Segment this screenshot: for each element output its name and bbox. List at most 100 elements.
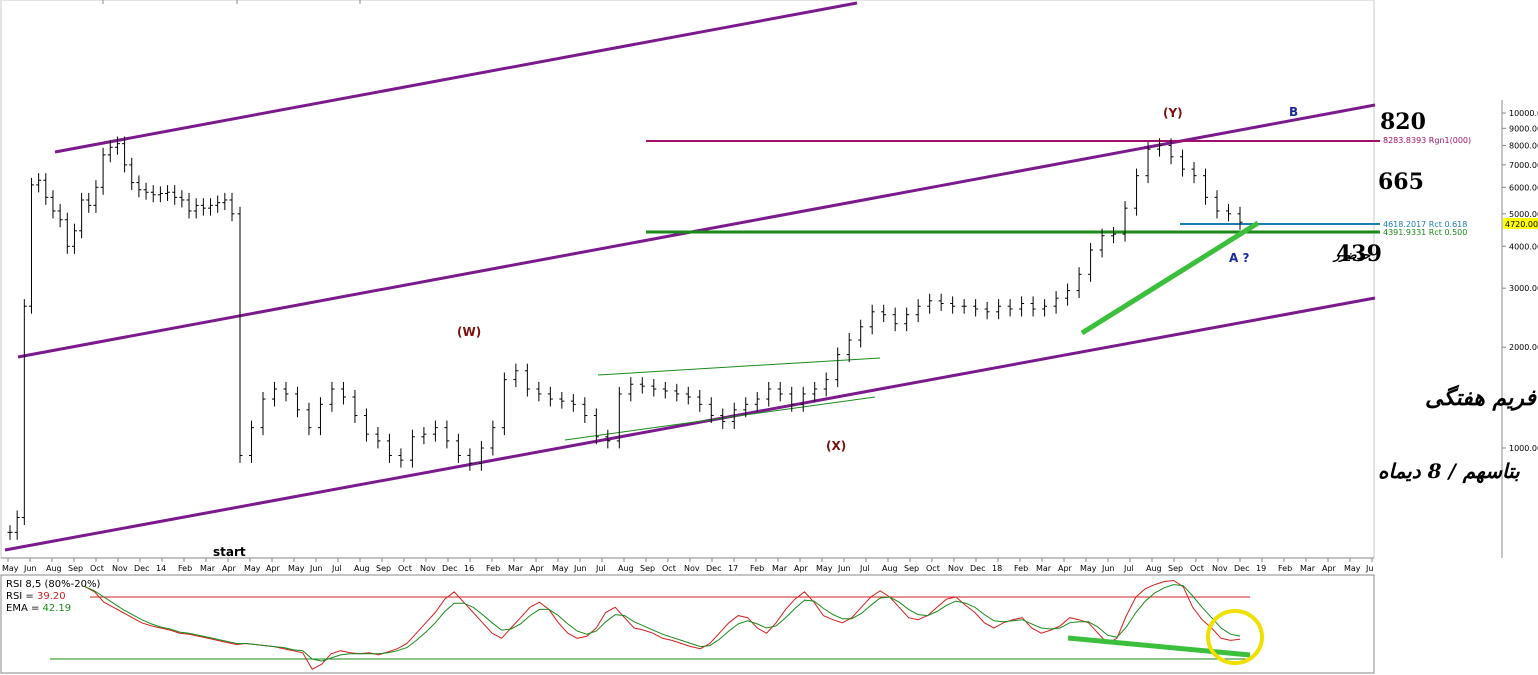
wave-w-label: (W) <box>457 325 481 339</box>
stoploss-439-label: 439 <box>1336 241 1382 267</box>
price-tick-label: 1000.00 <box>1509 444 1538 453</box>
price-axis: 10000.00 9000.00 8000.00 7000.00 6000.00 5000… <box>1502 109 1538 453</box>
date-tick-label: May <box>1080 564 1097 573</box>
date-tick-label: Nov <box>1212 564 1228 573</box>
date-tick-label: Aug <box>1146 564 1162 573</box>
date-tick-label: Sep <box>1168 564 1183 573</box>
date-tick-label: 18 <box>992 564 1002 573</box>
date-tick-label: Nov <box>420 564 436 573</box>
date-tick-label: Jun <box>309 564 323 573</box>
date-tick-label: May <box>1344 564 1361 573</box>
triangle-lower-line <box>564 396 876 441</box>
rsi-text: RSI = <box>6 591 37 602</box>
price-tick-label: 5000.00 <box>1509 210 1538 219</box>
current-price-label: 4720.00 <box>1505 220 1538 229</box>
ema-text: EMA = <box>6 603 43 614</box>
wave-x-label: (X) <box>826 439 846 453</box>
date-tick-label: Apr <box>1058 564 1073 573</box>
rsi-indicator <box>84 579 1241 670</box>
wave-b-label: B <box>1289 105 1298 119</box>
date-tick-label: Dec <box>706 564 721 573</box>
date-tick-label: Mar <box>1036 564 1052 573</box>
date-tick-label: Mar <box>772 564 788 573</box>
rsi-highlight-circle <box>1206 609 1264 665</box>
ema-line <box>84 584 1241 662</box>
date-tick-label: Jun <box>1101 564 1115 573</box>
date-tick-label: Aug <box>882 564 898 573</box>
date-tick-label: Apr <box>530 564 545 573</box>
date-tick-label: Nov <box>684 564 700 573</box>
rsi-value: 39.20 <box>37 591 66 602</box>
date-tick-label: Aug <box>618 564 634 573</box>
date-tick-label: Feb <box>1014 564 1028 573</box>
fib-500-label: 4391.9331 Rct 0.500 <box>1383 228 1467 237</box>
date-tick-label: Feb <box>750 564 764 573</box>
fib-618-label: 4618.2017 Rct 0.618 <box>1383 220 1467 229</box>
current-price-box <box>1503 218 1538 229</box>
date-tick-label: Jul <box>859 564 870 573</box>
wave-y-label: (Y) <box>1163 106 1183 120</box>
date-tick-label: Aug <box>354 564 370 573</box>
date-tick-label: Apr <box>1322 564 1337 573</box>
date-tick-label: May <box>2 564 19 573</box>
date-tick-label: Mar <box>1300 564 1316 573</box>
date-tick-label: Dec <box>442 564 457 573</box>
date-tick-label: Dec <box>134 564 149 573</box>
resistance-level-label: 8283.8393 Rgn1(000) <box>1383 136 1471 145</box>
wave-a-label: A ? <box>1229 251 1249 265</box>
date-tick-label: May <box>288 564 305 573</box>
date-tick-label: Jul <box>331 564 342 573</box>
price-tick-label: 8000.00 <box>1509 141 1538 150</box>
date-axis: May Jun Aug Sep Oct Nov Dec 14 Feb Mar Apr May Apr Ma… <box>2 558 1373 573</box>
date-tick-label: Jun <box>573 564 587 573</box>
price-tick-label: 4000.00 <box>1509 242 1538 251</box>
date-tick-label: Mar <box>200 564 216 573</box>
date-note: بتاسهم / 8 دیماه <box>1378 459 1520 484</box>
date-tick-label: Sep <box>904 564 919 573</box>
price-tick-label: 9000.00 <box>1509 124 1538 133</box>
date-tick-label: Dec <box>1234 564 1249 573</box>
date-tick-label: Apr <box>266 564 281 573</box>
date-tick-label: Aug <box>46 564 62 573</box>
date-tick-label: Oct <box>90 564 104 573</box>
price-tick-label: 3000.00 <box>1509 284 1538 293</box>
ema-value: 42.19 <box>43 603 72 614</box>
date-tick-label: Jul <box>1123 564 1134 573</box>
price-tick-label: 6000.00 <box>1509 183 1538 192</box>
date-tick-label: 17 <box>728 564 738 573</box>
date-tick-label: 16 <box>464 564 474 573</box>
stoploss-caption: حدضرر <box>1332 248 1371 263</box>
date-tick-label: Feb <box>486 564 500 573</box>
rsi-panel-frame <box>0 574 1375 674</box>
price-tick-label: 2000.00 <box>1509 343 1538 352</box>
date-tick-label: Jul <box>595 564 606 573</box>
date-tick-label: Apr <box>794 564 809 573</box>
channel-top-line <box>54 1 858 154</box>
date-tick-label: Jun <box>837 564 851 573</box>
date-tick-label: Sep <box>640 564 655 573</box>
symbol-note: شتران / تایم فریم هفتگی <box>1425 384 1538 411</box>
channel-bottom-line <box>4 296 1376 552</box>
date-tick-label: Sep <box>376 564 391 573</box>
start-label: start <box>213 545 246 559</box>
date-tick-label: Ju <box>1365 564 1373 573</box>
date-tick-label: Feb <box>1278 564 1292 573</box>
date-tick-label: 14 <box>156 564 166 573</box>
date-tick-label: May <box>552 564 569 573</box>
triangle-upper-line <box>597 357 881 376</box>
target-665-label: 665 <box>1378 169 1424 195</box>
date-tick-label: Oct <box>662 564 676 573</box>
date-tick-label: Jun <box>23 564 37 573</box>
date-tick-label: Feb <box>178 564 192 573</box>
date-tick-label: May <box>244 564 261 573</box>
date-tick-label: Mar <box>508 564 524 573</box>
rsi-title: RSI 8,5 (80%-20%) <box>6 579 100 590</box>
date-tick-label: Oct <box>398 564 412 573</box>
date-tick-label: May <box>816 564 833 573</box>
date-tick-label: Oct <box>926 564 940 573</box>
rsi-value-line: RSI = 39.20 <box>6 591 66 602</box>
date-tick-label: 19 <box>1256 564 1266 573</box>
price-bars <box>7 136 1243 540</box>
price-tick-label: 10000.00 <box>1509 109 1538 118</box>
